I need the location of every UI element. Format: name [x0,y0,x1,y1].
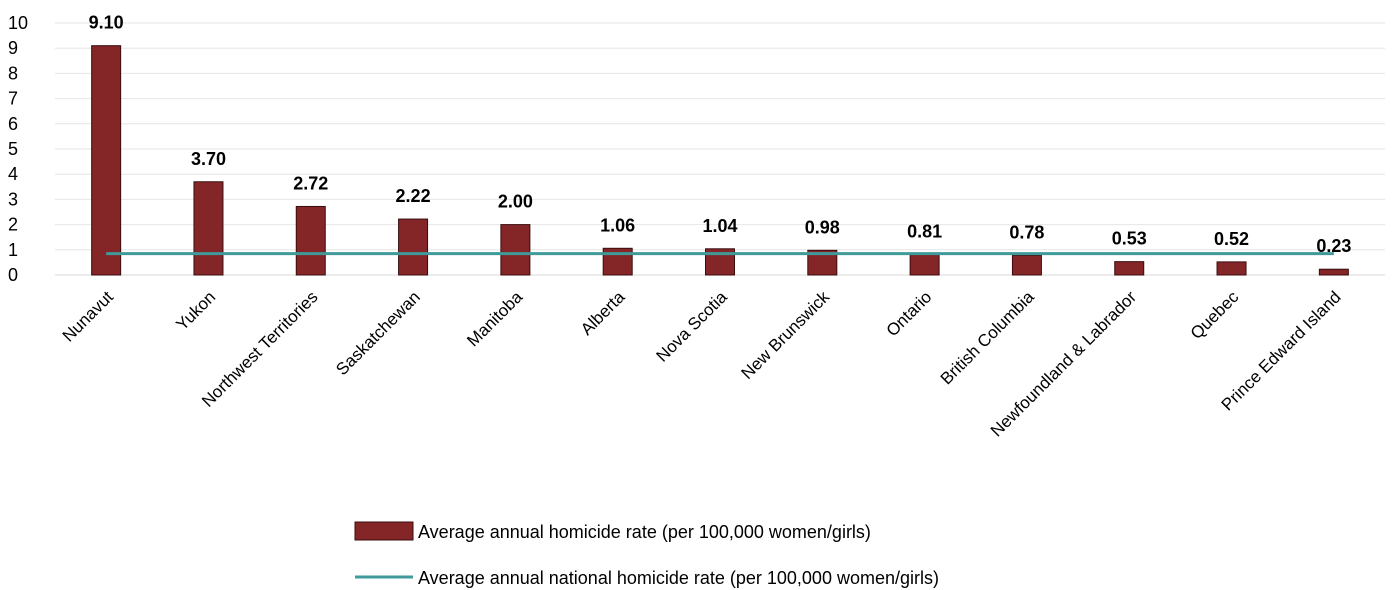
y-tick-label: 3 [8,189,18,209]
data-label: 0.98 [805,217,840,237]
y-tick-label: 5 [8,139,18,159]
y-tick-label: 7 [8,89,18,109]
data-label: 0.23 [1316,236,1351,256]
bar-series [91,45,1349,276]
y-tick-label: 2 [8,215,18,235]
x-category-label: Yukon [172,287,219,334]
bar [1216,261,1247,276]
bar [398,218,429,276]
y-tick-label: 9 [8,38,18,58]
x-category-label: Saskatchewan [332,287,424,379]
y-tick-label: 4 [8,164,18,184]
data-label: 0.78 [1009,222,1044,242]
bar [1318,268,1349,276]
bar [500,224,531,276]
x-category-label: Nunavut [59,287,117,345]
x-category-label: Northwest Territories [198,287,321,410]
y-tick-label: 6 [8,114,18,134]
y-tick-label: 8 [8,63,18,83]
legend-line-label: Average annual national homicide rate (p… [418,568,939,588]
data-label: 2.72 [293,173,328,193]
data-label: 0.53 [1112,229,1147,249]
x-category-label: Ontario [883,287,936,340]
bar [295,205,326,276]
bar [1011,254,1042,276]
y-tick-label: 1 [8,240,18,260]
x-category-label: New Brunswick [738,287,834,383]
bar [193,181,224,276]
legend-bar-label: Average annual homicide rate (per 100,00… [418,522,871,542]
x-category-label: Quebec [1187,287,1243,343]
data-label: 1.06 [600,215,635,235]
data-label: 2.00 [498,192,533,212]
y-axis-tick-labels: 0 1 2 3 4 5 6 7 8 9 10 [8,13,28,285]
data-label: 2.22 [396,186,431,206]
bar [1114,261,1145,276]
x-category-label: Nova Scotia [653,287,732,366]
bar [909,254,940,276]
data-label: 0.81 [907,222,942,242]
data-label: 0.52 [1214,229,1249,249]
data-labels: 9.10 3.70 2.72 2.22 2.00 1.06 1.04 0.98 0.81 0.78… [89,13,1352,257]
legend: Average annual homicide rate (per 100,00… [354,521,939,588]
data-label: 1.04 [702,216,737,236]
bar [91,45,122,276]
data-label: 9.10 [89,13,124,33]
y-gridlines [55,22,1385,251]
legend-bar-swatch [354,521,414,541]
data-label: 3.70 [191,149,226,169]
y-tick-label: 0 [8,265,18,285]
x-category-label: Manitoba [463,287,526,350]
x-category-label: British Columbia [937,287,1038,388]
x-category-label: Alberta [577,287,629,339]
y-tick-label: 10 [8,13,28,33]
